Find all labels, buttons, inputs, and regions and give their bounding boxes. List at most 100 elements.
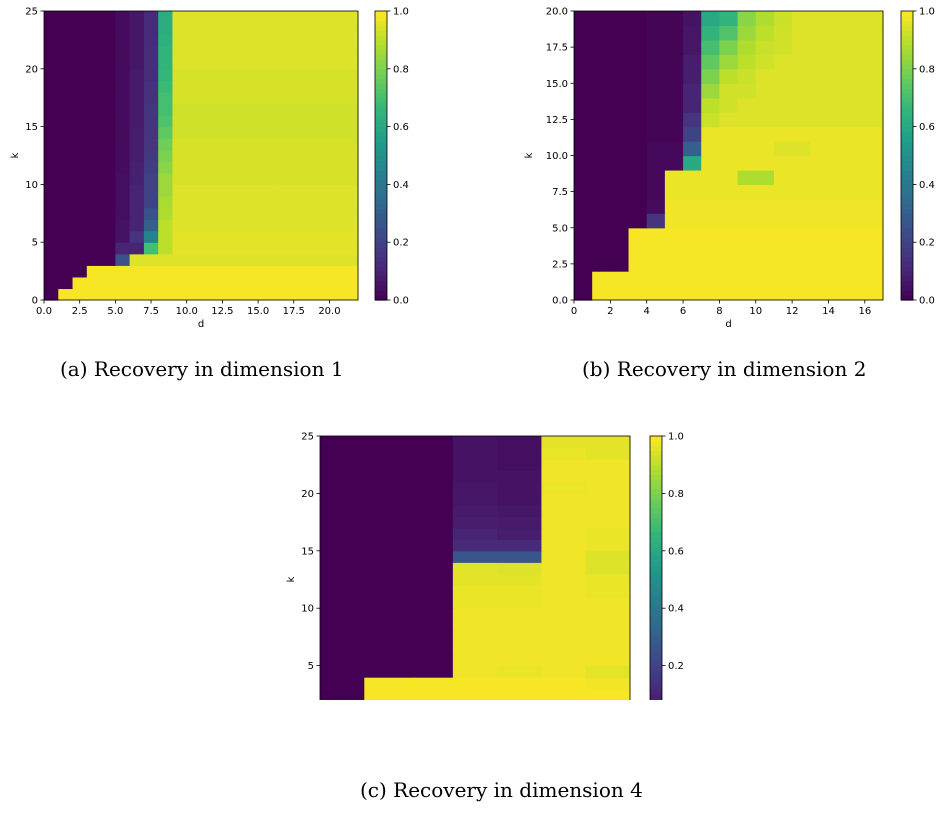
heatmap-cell — [329, 45, 345, 58]
heatmap-cell — [115, 230, 131, 243]
heatmap-cell — [541, 665, 587, 678]
heatmap-cell — [320, 516, 365, 529]
colorbar-segment — [375, 165, 387, 171]
heatmap-cell — [792, 242, 811, 258]
heatmap-cell — [44, 57, 59, 70]
colorbar-tick-label: 0.0 — [393, 296, 409, 307]
heatmap-cell — [646, 11, 666, 27]
heatmap-cell — [585, 573, 631, 586]
heatmap-cell — [186, 22, 202, 35]
heatmap-cell — [72, 22, 88, 35]
heatmap-cell — [243, 253, 259, 266]
heatmap-cell — [810, 39, 830, 55]
heatmap-cell — [115, 45, 131, 58]
heatmap-cell — [201, 22, 216, 35]
heatmap-cell — [172, 57, 188, 70]
heatmap-cell — [143, 45, 159, 58]
colorbar-segment — [375, 54, 387, 60]
heatmap-cell — [143, 161, 159, 174]
heatmap-cell — [272, 138, 288, 151]
colorbar-segment — [650, 546, 662, 552]
heatmap-cell — [286, 126, 302, 139]
heatmap-cell — [115, 219, 131, 232]
heatmap-cell — [846, 54, 866, 70]
heatmap-cell — [701, 39, 721, 55]
heatmap-cell — [44, 80, 59, 93]
heatmap-cell — [300, 184, 316, 197]
heatmap-cell — [44, 184, 59, 197]
heatmap-cell — [329, 91, 345, 105]
heatmap-cell — [243, 195, 259, 209]
heatmap-cell — [243, 149, 259, 162]
heatmap-cell — [737, 271, 757, 287]
heatmap-cell — [364, 688, 410, 700]
heatmap-cell — [44, 230, 59, 243]
heatmap-cell — [792, 11, 811, 27]
heatmap-cell — [315, 288, 331, 301]
heatmap-cell — [315, 138, 331, 151]
heatmap-cell — [846, 97, 866, 113]
colorbar-segment — [375, 290, 387, 296]
heatmap-cell — [792, 54, 811, 70]
heatmap-cell — [574, 83, 593, 99]
heatmap-cell — [810, 11, 830, 27]
heatmap-cell — [300, 115, 316, 128]
heatmap-cell — [172, 22, 188, 35]
heatmap-cell — [300, 265, 316, 278]
colorbar-segment — [650, 660, 662, 667]
heatmap-cell — [737, 198, 757, 214]
heatmap-cell — [215, 103, 231, 116]
heatmap-cell — [846, 285, 866, 301]
heatmap-cell — [320, 677, 365, 690]
heatmap-cell — [329, 138, 345, 151]
heatmap-cell — [610, 155, 630, 171]
heatmap-cell — [343, 195, 359, 209]
colorbar-segment — [650, 675, 662, 681]
heatmap-cell — [574, 97, 593, 113]
heatmap-cell — [452, 608, 498, 621]
heatmap-cell — [701, 141, 721, 157]
colorbar-segment — [650, 459, 662, 466]
x-tick-label: 10 — [749, 306, 762, 317]
heatmap-cell — [646, 54, 666, 70]
heatmap-cell — [172, 230, 188, 243]
heatmap-cell — [701, 198, 721, 214]
heatmap-cell — [592, 11, 611, 27]
heatmap-cell — [683, 285, 702, 301]
heatmap-cell — [364, 550, 410, 563]
heatmap-cell — [452, 585, 498, 598]
heatmap-cell — [129, 184, 145, 197]
heatmap-cell — [846, 169, 866, 185]
heatmap-cell — [408, 527, 454, 540]
heatmap-cell — [315, 57, 331, 70]
heatmap-cell — [628, 198, 648, 214]
heatmap-cell — [329, 288, 345, 301]
heatmap-cell — [864, 198, 884, 214]
heatmap-cell — [101, 195, 116, 209]
heatmap-cell — [574, 256, 593, 272]
heatmap-cell — [828, 256, 848, 272]
heatmap-cell — [229, 115, 245, 128]
heatmap-cell — [129, 242, 145, 255]
heatmap-cell — [286, 207, 302, 220]
heatmap-cell — [683, 169, 702, 185]
heatmap-cell — [592, 97, 611, 113]
heatmap-cell — [272, 184, 288, 197]
colorbar-a: 0.0 0.2 0.4 0.6 0.8 1.0 — [374, 7, 409, 307]
heatmap-cell — [792, 68, 811, 84]
heatmap-cell — [329, 149, 345, 162]
heatmap-cell — [143, 288, 159, 301]
heatmap-cell — [541, 550, 587, 563]
heatmap-cell — [286, 253, 302, 266]
heatmap-cell — [792, 213, 811, 229]
heatmap-cell — [664, 184, 684, 200]
y-axis-label: k — [10, 152, 21, 158]
heatmap-cell — [719, 112, 739, 128]
heatmap-cell — [646, 83, 666, 99]
heatmap-cell — [129, 288, 145, 301]
heatmap-cell — [286, 91, 302, 105]
heatmap-cell — [541, 470, 587, 483]
heatmap-cell — [628, 39, 648, 55]
heatmap-cell — [158, 172, 174, 185]
y-tick-label: 10.0 — [546, 151, 568, 162]
